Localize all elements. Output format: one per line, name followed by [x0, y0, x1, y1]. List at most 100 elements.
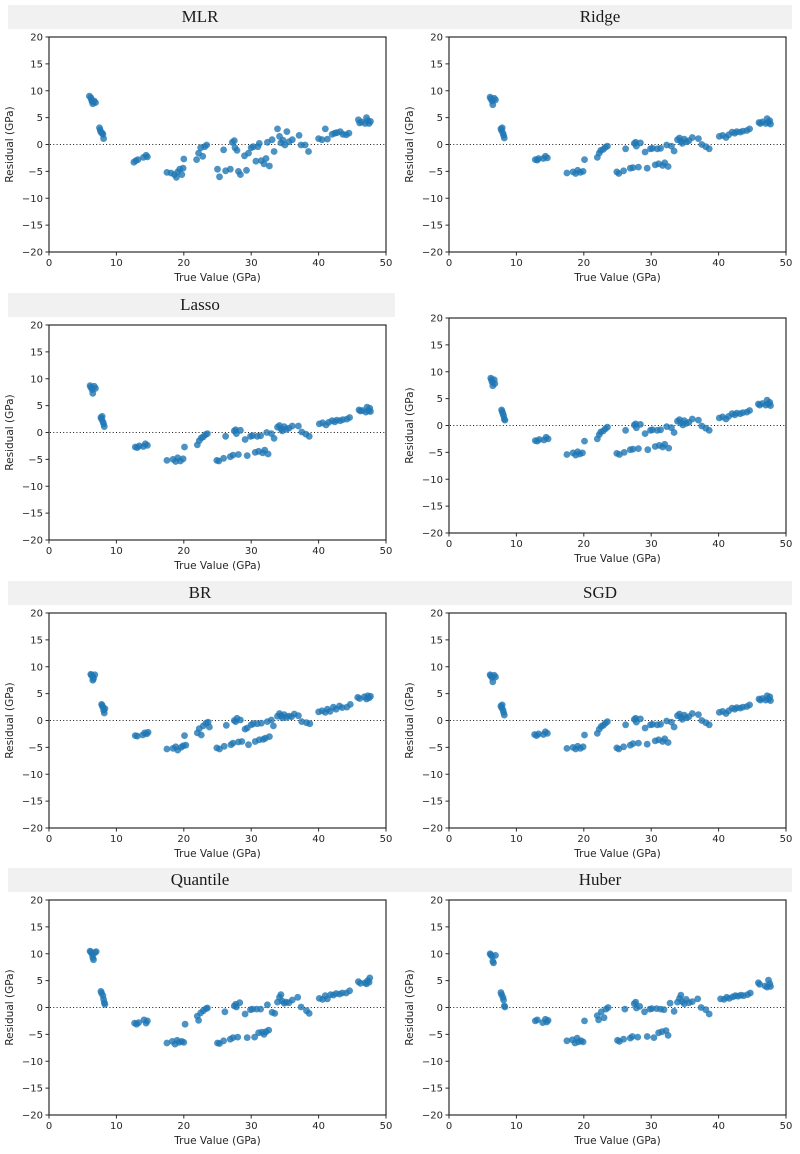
x-tick-label: 0 [446, 1121, 452, 1132]
x-tick-label: 50 [780, 1121, 793, 1132]
data-point [670, 147, 678, 155]
data-point [222, 721, 230, 729]
chart-svg: 0 10 20 30 40 50 −20 −15 −10 −5 0 5 10 15 20 True Value… [4, 609, 392, 861]
data-point [226, 165, 234, 173]
data-point [600, 1014, 608, 1022]
data-point [705, 721, 713, 729]
data-point [92, 99, 99, 106]
y-tick-label: −20 [22, 248, 43, 259]
chart-svg: 0 10 20 30 40 50 −20 −15 −10 −5 0 5 10 15 20 True Value… [404, 314, 792, 566]
y-tick-label: 15 [430, 340, 443, 351]
data-point [622, 426, 629, 434]
x-tick-label: 20 [577, 539, 590, 550]
data-point [346, 987, 353, 995]
data-point [664, 1032, 672, 1039]
data-point [266, 162, 273, 170]
x-axis-label: True Value (GPa) [573, 553, 660, 565]
data-point [270, 148, 278, 155]
y-tick-label: −10 [22, 482, 43, 493]
data-point [101, 705, 109, 713]
data-point [635, 163, 642, 171]
data-point [270, 722, 277, 730]
y-tick-label: 0 [37, 716, 43, 727]
data-point [643, 164, 651, 172]
data-point [695, 135, 702, 142]
y-tick-label: −10 [22, 194, 43, 205]
y-tick-label: 15 [30, 347, 43, 358]
y-tick-label: 5 [437, 689, 443, 700]
data-point [204, 430, 211, 437]
data-point [163, 1039, 171, 1047]
data-point [297, 1003, 305, 1011]
data-point [324, 135, 331, 143]
x-tick-label: 50 [780, 834, 793, 845]
data-point [264, 450, 272, 458]
data-point [288, 136, 296, 144]
data-point [366, 974, 374, 982]
x-tick-label: 50 [780, 258, 793, 269]
y-tick-label: 10 [30, 86, 43, 97]
data-point [563, 1037, 571, 1045]
plot-area [448, 317, 787, 534]
data-point [203, 141, 211, 149]
x-axis-label: True Value (GPa) [573, 272, 660, 284]
data-point [620, 449, 628, 456]
data-point [644, 446, 652, 454]
data-point [563, 745, 571, 752]
y-tick-label: 0 [37, 1003, 43, 1014]
data-point [144, 442, 151, 449]
y-tick-label: 0 [437, 421, 443, 432]
x-tick-label: 20 [577, 258, 590, 269]
row-title-band [8, 5, 792, 29]
data-point [490, 959, 497, 967]
y-tick-label: −10 [422, 475, 443, 486]
data-point [648, 1005, 656, 1012]
data-point [133, 732, 141, 740]
y-tick-label: −10 [422, 194, 443, 205]
data-point [181, 1020, 189, 1028]
plot-area [48, 36, 387, 253]
y-tick-label: −20 [422, 1111, 443, 1122]
x-tick-label: 30 [245, 1121, 258, 1132]
data-point [535, 155, 542, 162]
panel-title-ridge: Ridge [579, 7, 621, 26]
x-tick-label: 0 [446, 258, 452, 269]
data-point [346, 414, 353, 421]
data-point [367, 118, 374, 125]
y-tick-label: 0 [437, 716, 443, 727]
x-tick-label: 10 [110, 258, 123, 269]
y-tick-label: −15 [22, 221, 43, 232]
data-point [144, 1017, 151, 1025]
data-point [622, 145, 629, 153]
data-point [632, 998, 640, 1006]
y-tick-label: −15 [422, 221, 443, 232]
y-axis-label: Residual (GPa) [404, 969, 416, 1045]
data-point [266, 733, 273, 740]
data-point [688, 134, 696, 141]
data-point [321, 125, 329, 133]
y-tick-label: 20 [430, 609, 443, 620]
data-point [637, 715, 644, 723]
y-tick-label: 15 [430, 635, 443, 646]
data-point [229, 739, 237, 747]
x-tick-label: 40 [712, 539, 725, 550]
y-tick-label: 0 [37, 140, 43, 151]
data-point [637, 421, 644, 428]
data-point [100, 423, 108, 430]
plot-area [48, 324, 387, 541]
figure-row-4: Quantile Huber 0 10 20 30 40 50 −20 −15 −10 −5 0 5 1… [0, 863, 800, 1151]
data-point [268, 716, 275, 724]
chart-svg: 0 10 20 30 40 50 −20 −15 −10 −5 0 5 10 15 20 True Value… [4, 33, 392, 285]
x-tick-label: 10 [510, 834, 523, 845]
y-tick-label: −5 [428, 167, 443, 178]
data-point [767, 120, 774, 128]
y-tick-label: −20 [22, 536, 43, 547]
data-point [294, 993, 302, 1001]
data-point [533, 1016, 541, 1024]
figure-row-1: MLR Ridge 0 10 20 30 40 50 −20 −15 −10 −5 0 5 10 15 20… [0, 0, 800, 288]
data-point [249, 143, 257, 151]
data-point [100, 135, 107, 142]
x-axis-label: True Value (GPa) [573, 1135, 660, 1147]
data-point [295, 132, 303, 139]
y-tick-label: −5 [28, 1030, 43, 1041]
